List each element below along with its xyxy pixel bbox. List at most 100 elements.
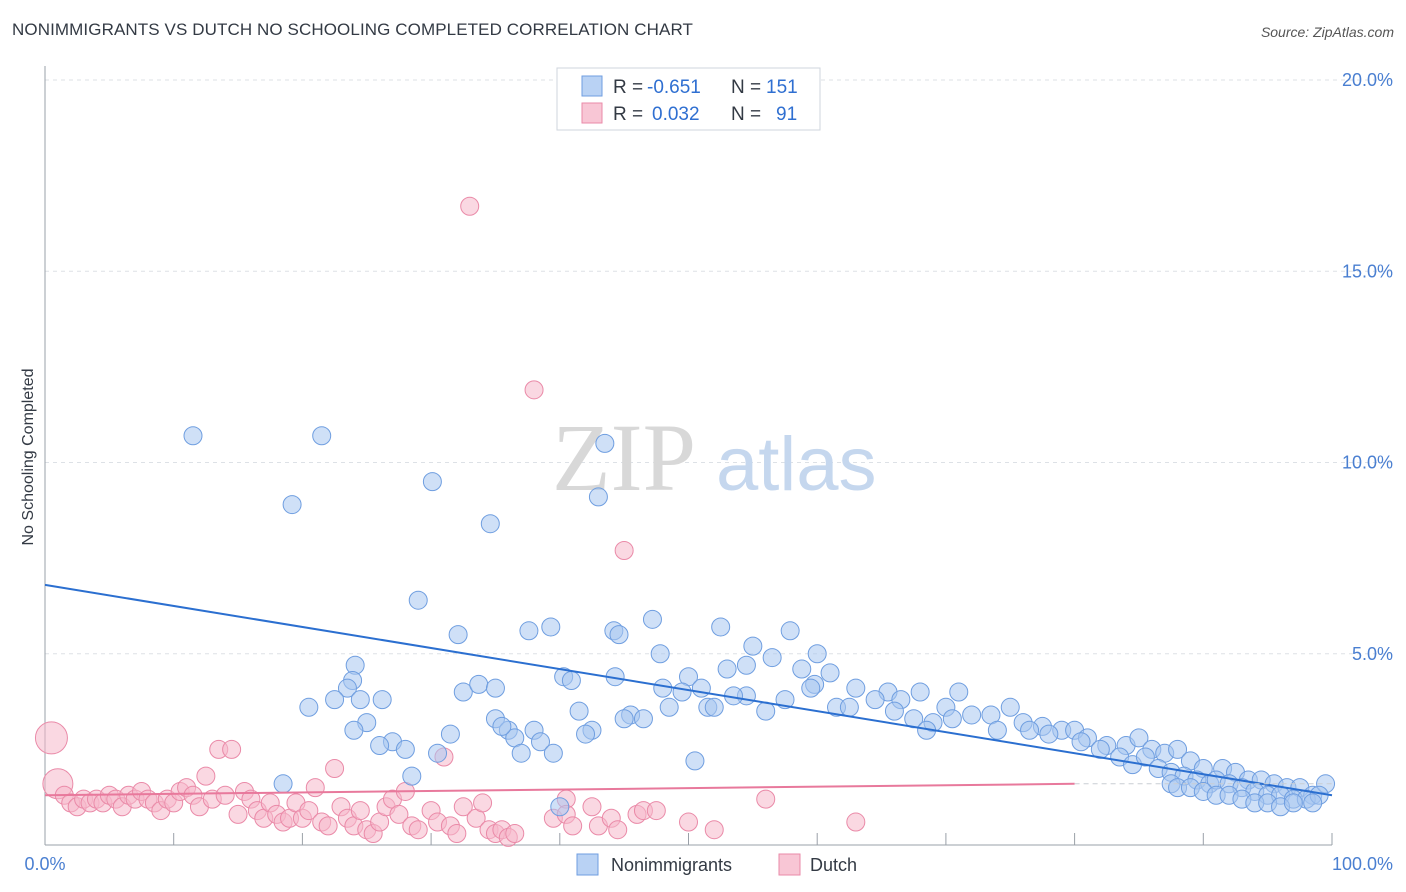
point-dutch (524, 380, 544, 400)
point-dutch (608, 820, 628, 840)
point-nonimmigrants (614, 709, 634, 729)
point-nonimmigrants (541, 617, 561, 637)
point-nonimmigrants (704, 697, 724, 717)
point-nonimmigrants (428, 743, 448, 763)
point-nonimmigrants (312, 426, 332, 446)
point-nonimmigrants (469, 674, 489, 694)
point-dutch (389, 804, 409, 824)
point-nonimmigrants (485, 678, 505, 698)
point-nonimmigrants (492, 716, 512, 736)
point-nonimmigrants (1039, 724, 1059, 744)
series-legend: Nonimmigrants Dutch (576, 853, 857, 876)
point-dutch (460, 196, 480, 216)
point-nonimmigrants (1129, 728, 1149, 748)
point-nonimmigrants (183, 426, 203, 446)
point-nonimmigrants (650, 644, 670, 664)
point-dutch (325, 759, 345, 778)
bottom-legend-swatch-dutch (778, 853, 801, 876)
point-nonimmigrants (453, 682, 473, 702)
x-tick-label: 100.0% (1332, 854, 1393, 874)
y-tick-label: 20.0% (1342, 70, 1393, 90)
y-tick-label: 5.0% (1352, 644, 1393, 664)
point-nonimmigrants (530, 732, 550, 752)
point-nonimmigrants (543, 743, 563, 763)
point-dutch (350, 801, 370, 821)
point-nonimmigrants (1135, 747, 1155, 767)
point-dutch (846, 812, 866, 832)
point-nonimmigrants (1071, 732, 1091, 752)
point-nonimmigrants (273, 774, 293, 794)
point-dutch (704, 820, 724, 840)
point-nonimmigrants (344, 720, 364, 740)
point-nonimmigrants (370, 736, 390, 756)
legend-n-value-2: 91 (776, 104, 797, 125)
point-dutch (299, 801, 319, 821)
point-dutch (215, 785, 235, 805)
trend-line-nonimmigrants (44, 583, 1333, 797)
point-nonimmigrants (807, 644, 827, 664)
point-nonimmigrants (372, 690, 392, 710)
point-dutch (582, 797, 602, 817)
y-tick-label: 15.0% (1342, 261, 1393, 281)
point-nonimmigrants (588, 487, 608, 507)
axes (44, 66, 1333, 846)
point-nonimmigrants (685, 751, 705, 771)
point-nonimmigrants (408, 590, 428, 610)
point-nonimmigrants (1283, 793, 1303, 813)
point-dutch (305, 778, 325, 798)
point-dutch (679, 812, 698, 832)
point-nonimmigrants (576, 724, 596, 744)
trend-lines (44, 583, 1333, 797)
legend-n-label-1: N = (731, 77, 761, 98)
point-nonimmigrants (756, 701, 776, 721)
legend-swatch-dutch (581, 102, 603, 124)
point-nonimmigrants (780, 621, 800, 641)
watermark-zip: ZIP (552, 404, 696, 511)
data-points (34, 196, 1336, 847)
point-dutch (614, 540, 634, 560)
point-dutch (408, 820, 428, 840)
point-dutch (34, 721, 68, 755)
point-nonimmigrants (1020, 720, 1040, 740)
point-nonimmigrants (440, 724, 460, 744)
stats-legend: R = -0.651 N = 151 R = 0.032 N = 91 (556, 67, 821, 131)
y-tick-label: 10.0% (1342, 453, 1393, 473)
chart-title: NONIMMIGRANTS VS DUTCH NO SCHOOLING COMP… (12, 20, 694, 39)
point-nonimmigrants (299, 697, 319, 717)
point-nonimmigrants (1303, 793, 1323, 813)
point-nonimmigrants (609, 625, 629, 645)
point-nonimmigrants (820, 663, 840, 683)
point-nonimmigrants (350, 690, 370, 710)
point-dutch (756, 789, 776, 809)
point-dutch (563, 816, 583, 836)
point-nonimmigrants (884, 701, 904, 721)
point-nonimmigrants (325, 690, 345, 710)
legend-r-value-1: -0.651 (647, 77, 701, 98)
point-nonimmigrants (569, 701, 589, 721)
x-tick-label: 0.0% (24, 854, 65, 874)
watermark-atlas: atlas (716, 422, 877, 507)
point-nonimmigrants (1168, 739, 1188, 759)
point-nonimmigrants (839, 697, 859, 717)
point-nonimmigrants (550, 797, 570, 817)
point-nonimmigrants (595, 433, 615, 453)
point-nonimmigrants (801, 678, 821, 698)
point-nonimmigrants (653, 678, 673, 698)
point-nonimmigrants (337, 678, 357, 698)
point-nonimmigrants (987, 720, 1007, 740)
point-nonimmigrants (659, 697, 679, 717)
legend-n-value-1: 151 (766, 77, 798, 98)
point-nonimmigrants (736, 655, 756, 675)
legend-r-label-2: R = (613, 104, 643, 125)
point-nonimmigrants (511, 743, 531, 763)
point-nonimmigrants (762, 648, 782, 668)
point-nonimmigrants (402, 766, 422, 786)
point-nonimmigrants (865, 690, 885, 710)
point-nonimmigrants (282, 495, 302, 515)
point-nonimmigrants (717, 659, 737, 679)
point-dutch (505, 824, 525, 844)
trend-line-dutch (44, 782, 1075, 797)
point-nonimmigrants (519, 621, 539, 641)
point-nonimmigrants (672, 682, 692, 702)
